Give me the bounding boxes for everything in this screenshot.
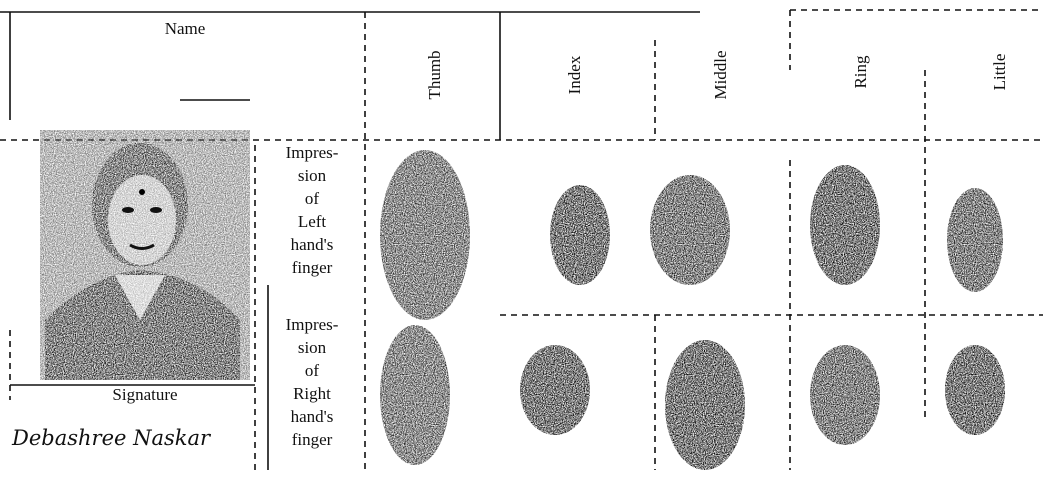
row-label-line: sion [298, 166, 327, 185]
row-label-line: sion [298, 338, 327, 357]
row-label-line: Left [298, 212, 327, 231]
row-label-line: of [305, 361, 320, 380]
finger-header: Middle [711, 50, 730, 99]
row-label-line: hand's [291, 407, 334, 426]
fingerprints [380, 150, 1005, 470]
row-label-line: hand's [291, 235, 334, 254]
finger-header: Little [990, 54, 1009, 91]
row-label-line: finger [292, 430, 333, 449]
finger-header: Thumb [425, 50, 444, 99]
photo [40, 130, 250, 380]
signature-label: Signature [112, 385, 177, 404]
name-label: Name [165, 19, 206, 38]
row-label-line: Impres- [286, 315, 339, 334]
row-label-line: Impres- [286, 143, 339, 162]
finger-header: Index [565, 55, 584, 94]
finger-header: Ring [851, 55, 870, 89]
row-label-line: of [305, 189, 320, 208]
row-label-line: finger [292, 258, 333, 277]
signature-handwriting: Debashree Naskar [11, 426, 212, 450]
form-lines [0, 9, 1043, 470]
row-label-line: Right [293, 384, 331, 403]
